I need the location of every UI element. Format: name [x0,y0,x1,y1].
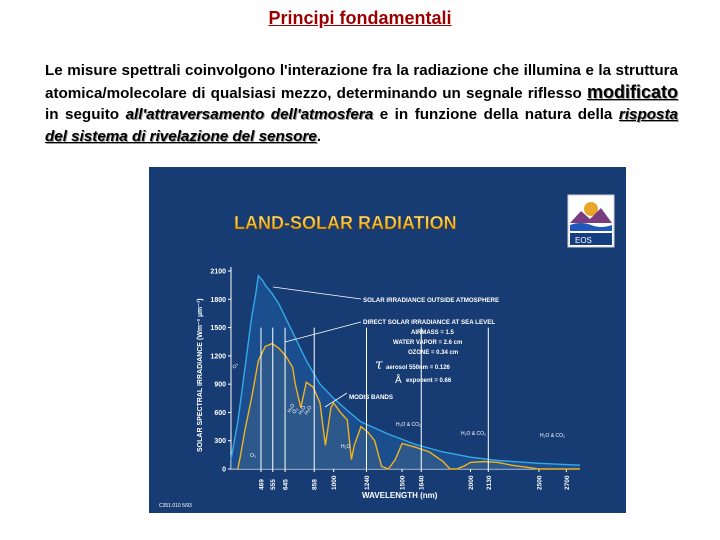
legend: SOLAR IRRADIANCE OUTSIDE ATMOSPHERE DIRE… [272,286,499,408]
x-tick-label: 2130 [486,475,493,490]
legend-airmass: AIRMASS = 1.5 [411,330,455,336]
y-tick-label: 2100 [210,269,226,276]
eos-logo: EOS [567,194,615,248]
para-text-2: in seguito [45,106,126,123]
legend-outside: SOLAR IRRADIANCE OUTSIDE ATMOSPHERE [363,297,499,304]
x-tick-label: 2500 [536,475,543,490]
para-text-3: e in funzione della natura della [373,106,619,123]
para-text-4: . [316,127,322,145]
legend-pointer-modis [324,392,348,408]
page-title: Principi fondamentali [268,8,452,28]
absorption-label-h2o-co2-a: H₂O & CO₂ [396,422,421,428]
x-tick-label: 645 [283,479,290,490]
legend-direct: DIRECT SOLAR IRRADIANCE AT SEA LEVEL [363,319,495,326]
y-tick-label: 300 [214,438,226,445]
x-tick-label: 2000 [468,475,475,490]
sea-level-irradiance-line [237,342,580,470]
legend-water: WATER VAPOR = 2.6 cm [393,340,462,346]
x-tick-label: 2700 [564,475,571,490]
y-tick-label: 1200 [210,353,226,360]
para-text-1: Le misure spettrali coinvolgono l'intera… [45,62,678,102]
y-tick-label: 600 [214,410,226,417]
figure-title: LAND-SOLAR RADIATION [234,213,457,233]
absorption-label-h2o-b: H₂O [298,405,308,416]
word-modificato: modificato [586,81,678,102]
angstrom-symbol: Å [395,373,402,386]
x-tick-label: 858 [312,479,319,490]
y-axis-label: SOLAR SPECTRAL IRRADIANCE (Wm⁻² µm⁻¹) [197,298,204,452]
legend-tau: aerosol 550nm = 0.126 [386,365,451,371]
y-tick-label: 0 [222,467,226,474]
figure-code: C351.010 5/93 [159,503,192,509]
absorption-label-h2o-c: H₂O [304,405,314,416]
absorption-label-h2o-co2-c: H₂O & CO₂ [540,433,565,439]
solar-spectrum-chart: LAND-SOLAR RADIATION EOS SOLAR SPECTRAL … [159,194,615,509]
legend-pointer-direct [284,321,362,343]
absorption-labels: O₃ H₂O O₂ H₂O H₂O H₂O H₂O & CO₂ H₂O & CO… [232,362,566,459]
solar-radiation-figure: LAND-SOLAR RADIATION EOS SOLAR SPECTRAL … [149,167,626,513]
x-tick-label: 1240 [364,475,371,490]
x-tick-label: 1000 [331,475,338,490]
absorption-label-o3: O₃ [232,362,240,370]
absorption-label-o3-uv: O₃ [250,453,256,459]
x-tick-label: 1640 [419,475,426,490]
x-tick-label: 1500 [400,475,407,490]
x-axis-label: WAVELENGTH (nm) [362,491,438,500]
phrase-risposta: risposta del sistema di rivelazione del [45,106,678,145]
outside-irradiance-line [230,274,581,466]
absorption-label-h2o-co2-b: H₂O & CO₂ [461,431,486,437]
absorption-label-o2: O₂ [292,407,300,415]
y-tick-label: 1500 [210,325,226,332]
legend-angstrom: exponent = 0.66 [406,378,452,384]
legend-pointer-outside [272,286,362,300]
tau-symbol: τ [375,357,383,373]
y-tick-label: 1800 [210,297,226,304]
absorption-label-h2o-a: H₂O [287,403,297,414]
phrase-attraversamento: all'attraversamento dell'atmosfera [125,106,374,123]
legend-modis: MODIS BANDS [349,394,393,401]
legend-ozone: OZONE = 0.34 cm [408,350,458,356]
x-tick-label: 555 [270,479,277,490]
word-sensore: sensore [258,127,317,145]
sea-level-irradiance-area [237,343,581,469]
x-tick-label: 469 [258,479,265,490]
eos-logo-text: EOS [575,236,592,245]
y-tick-label: 900 [214,382,226,389]
absorption-label-h2o-d: H₂O [341,444,351,450]
intro-paragraph: Le misure spettrali coinvolgono l'intera… [45,60,678,147]
